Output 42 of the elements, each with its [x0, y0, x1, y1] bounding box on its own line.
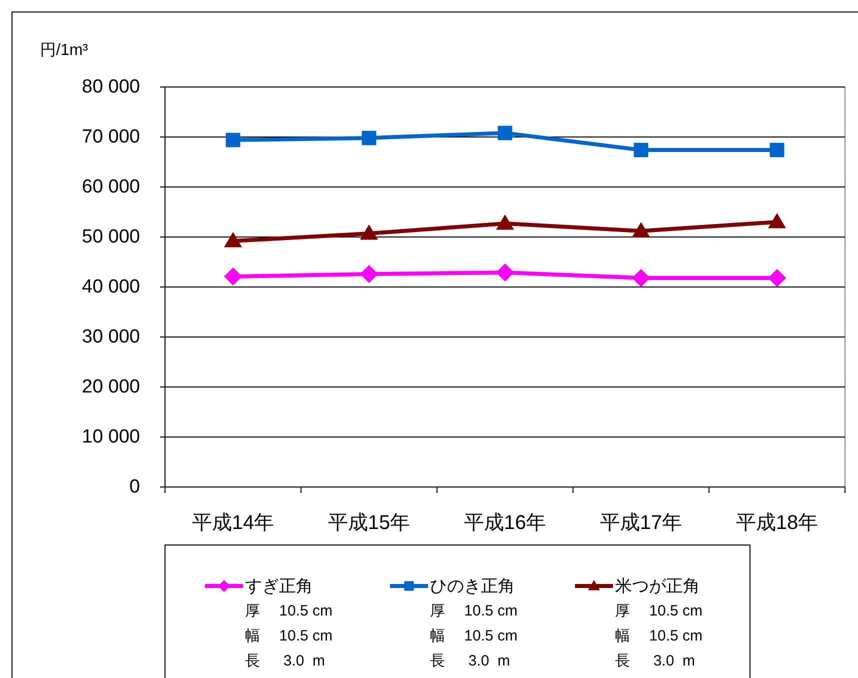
y-tick-label: 20 000: [82, 376, 140, 398]
point: [498, 126, 512, 140]
legend-label: 米つが正角: [615, 576, 700, 596]
y-axis-title: 円/1m³: [40, 42, 89, 59]
x-tick-label: 平成16年: [464, 512, 546, 534]
x-tick-label: 平成15年: [328, 512, 410, 534]
x-tick-label: 平成18年: [736, 512, 818, 534]
text: 厚 10.5 cm: [615, 602, 703, 620]
text: 厚 10.5 cm: [245, 602, 333, 620]
legend-label: すぎ正角: [245, 576, 313, 596]
y-tick-label: 70 000: [82, 126, 140, 148]
point: [496, 214, 514, 230]
point: [360, 224, 378, 240]
text: 厚 10.5 cm: [430, 602, 518, 620]
y-tick-label: 30 000: [82, 326, 140, 348]
x-tick-label: 平成14年: [192, 512, 274, 534]
text: 幅 10.5 cm: [245, 628, 333, 644]
y-tick-label: 50 000: [82, 226, 140, 248]
text: 幅 10.5 cm: [430, 628, 518, 644]
point: [226, 132, 240, 148]
point: [768, 213, 786, 228]
point: [224, 268, 242, 286]
y-tick-label: 40 000: [82, 276, 140, 298]
point: [360, 265, 378, 283]
y-tick-label: 60 000: [82, 176, 140, 198]
point: [634, 142, 648, 158]
point: [496, 264, 514, 282]
point: [632, 269, 650, 287]
point: [362, 130, 376, 146]
legend-label: ひのき正角: [430, 576, 515, 596]
point: [768, 269, 786, 287]
y-tick-label: 10 000: [82, 426, 140, 448]
point: [770, 142, 784, 158]
x-tick-label: 平成17年: [600, 512, 682, 534]
point: [632, 222, 650, 238]
text: 長 3.0 m: [615, 652, 696, 670]
text: 長 3.0 m: [245, 652, 326, 670]
point: [224, 232, 242, 248]
text: 長 3.0 m: [430, 652, 510, 670]
y-tick-label: 80 000: [82, 76, 140, 98]
text: 幅 10.5 cm: [615, 628, 703, 644]
y-tick-label: 0: [129, 476, 140, 498]
